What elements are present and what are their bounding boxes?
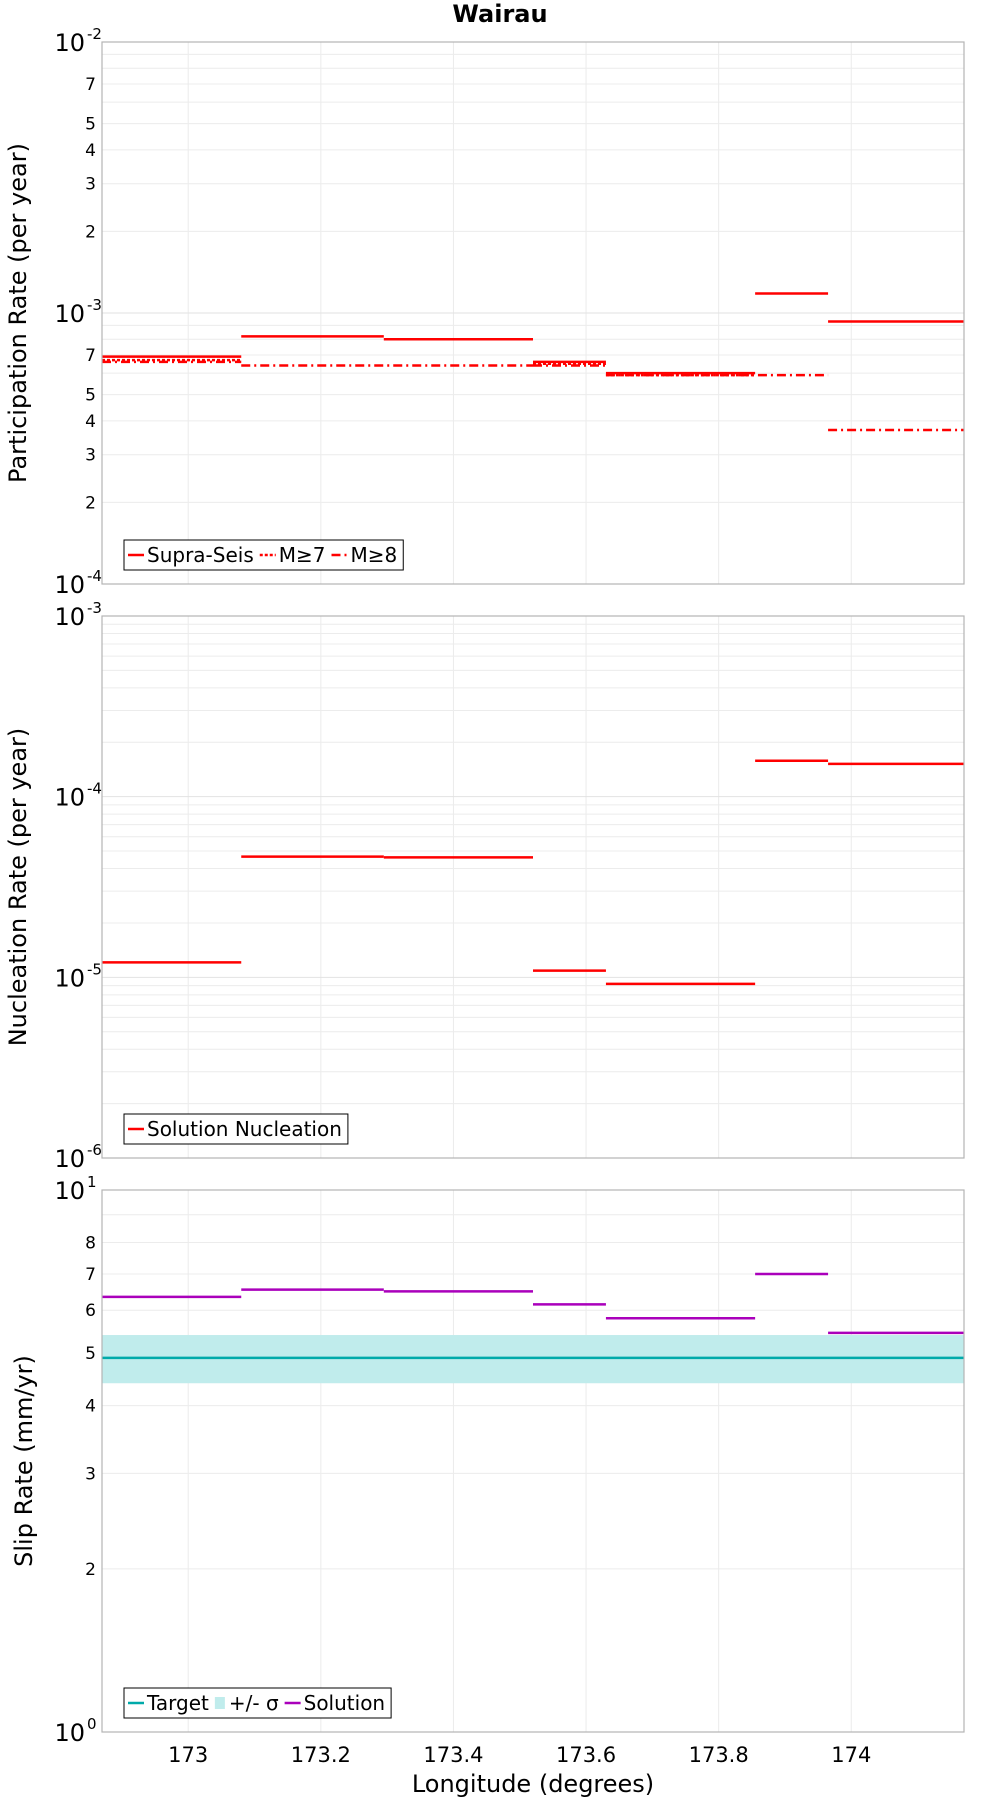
plot-frame	[101, 615, 965, 1159]
series-solution-nucleation	[102, 759, 964, 986]
y-tick-label: 8	[85, 1234, 96, 1254]
y-tick-exponent: -5	[87, 960, 102, 978]
y-tick-label: 7	[85, 1265, 96, 1285]
grid-lines	[102, 42, 964, 584]
y-tick-label: 6	[85, 1301, 96, 1321]
y-tick-label: 5	[85, 1344, 96, 1364]
plot-area	[102, 1190, 964, 1732]
y-tick-label: 10	[54, 784, 85, 812]
legend-label: Solution	[304, 1691, 385, 1715]
legend-box	[123, 539, 404, 571]
x-tick-label: 173.6	[556, 1743, 616, 1767]
y-tick-exponent: -4	[87, 567, 102, 585]
series-solution	[102, 1272, 964, 1335]
y-tick-label: 4	[85, 1397, 96, 1417]
legend-label: Solution Nucleation	[147, 1117, 342, 1141]
series-m-7	[102, 358, 756, 377]
y-tick-label: 10	[54, 300, 85, 328]
y-tick-label: 7	[85, 346, 96, 366]
plot-area	[102, 616, 964, 1158]
x-tick-label: 173.8	[689, 1743, 749, 1767]
chart-title: Wairau	[452, 0, 547, 28]
legend: Supra-Seis M≥7 M≥8	[123, 539, 404, 571]
legend-label: Target	[146, 1691, 209, 1715]
x-tick-label: 173.2	[291, 1743, 351, 1767]
y-tick-exponent: -3	[87, 599, 102, 617]
y-tick-label: 2	[85, 493, 96, 513]
y-tick-label: 3	[85, 175, 96, 195]
y-tick-label: 4	[85, 141, 96, 161]
y-tick-label: 10	[54, 603, 85, 631]
y-tick-label: 4	[85, 412, 96, 432]
y-tick-label: 7	[85, 75, 96, 95]
legend: Target +/- σ Solution	[123, 1687, 392, 1719]
legend-label: Supra-Seis	[147, 543, 254, 567]
y-tick-label: 10	[54, 1177, 85, 1205]
legend-label: M≥8	[351, 543, 398, 567]
legend-label: M≥7	[279, 543, 326, 567]
plot-frame	[101, 41, 965, 585]
y-tick-exponent: 1	[87, 1173, 97, 1191]
y-axis-label: Nucleation Rate (per year)	[4, 728, 32, 1047]
plot-frame	[101, 1189, 965, 1733]
legend: Solution Nucleation	[123, 1113, 349, 1145]
y-tick-exponent: 0	[87, 1715, 97, 1733]
y-tick-label: 10	[54, 1719, 85, 1747]
x-tick-label: 173.4	[423, 1743, 483, 1767]
y-tick-label: 10	[54, 29, 85, 57]
series-supra-seis	[102, 292, 964, 375]
legend-box	[123, 1113, 349, 1145]
y-tick-label: 2	[85, 1560, 96, 1580]
y-axis-label: Participation Rate (per year)	[4, 143, 32, 483]
y-tick-exponent: -2	[87, 25, 102, 43]
legend-box	[123, 1687, 392, 1719]
x-axis-label: Longitude (degrees)	[412, 1770, 654, 1798]
series-m-8	[102, 360, 964, 432]
y-tick-label: 10	[54, 964, 85, 992]
grid-lines	[102, 1190, 964, 1732]
y-tick-exponent: -6	[87, 1141, 102, 1159]
x-tick-label: 174	[831, 1743, 871, 1767]
y-tick-label: 2	[85, 222, 96, 242]
y-tick-exponent: -3	[87, 296, 102, 314]
y-tick-label: 3	[85, 446, 96, 466]
grid-lines	[102, 616, 964, 1158]
y-tick-exponent: -4	[87, 780, 102, 798]
y-axis-label: Slip Rate (mm/yr)	[10, 1355, 38, 1567]
legend-swatch	[214, 1697, 225, 1709]
y-tick-label: 5	[85, 386, 96, 406]
y-tick-label: 3	[85, 1464, 96, 1484]
y-tick-label: 5	[85, 115, 96, 135]
y-tick-label: 10	[54, 1145, 85, 1173]
y-tick-label: 10	[54, 571, 85, 599]
legend-label: +/- σ	[229, 1691, 279, 1715]
x-tick-label: 173	[168, 1743, 208, 1767]
